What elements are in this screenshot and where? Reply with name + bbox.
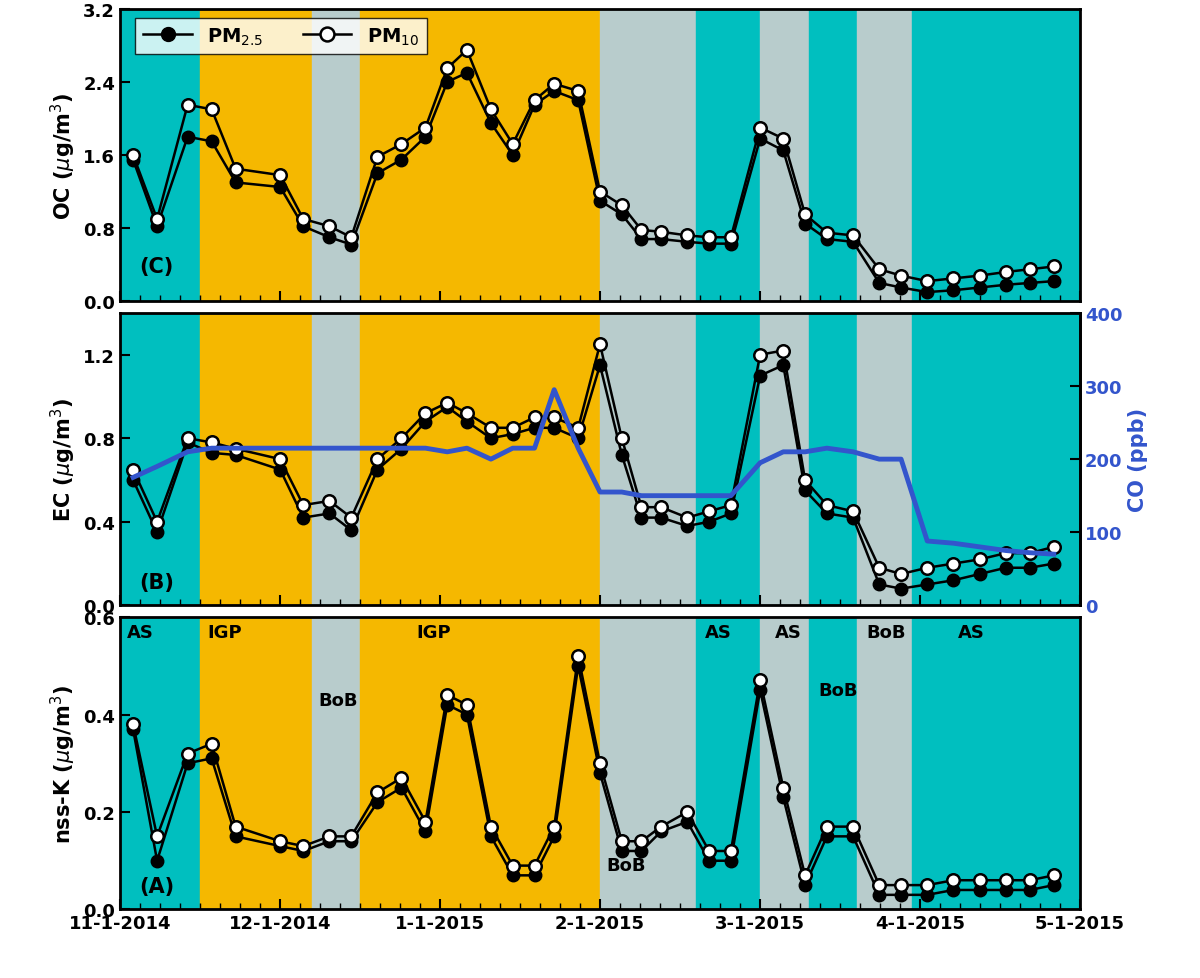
Text: AS: AS [958, 623, 985, 641]
Text: BoB: BoB [318, 691, 358, 709]
Text: IGP: IGP [208, 623, 242, 641]
Y-axis label: CO (ppb): CO (ppb) [1128, 408, 1148, 511]
Bar [912, 617, 1080, 910]
Text: BoB: BoB [866, 623, 906, 641]
Text: AS: AS [704, 623, 732, 641]
Bar [858, 617, 912, 910]
Bar [858, 10, 912, 302]
Bar [696, 617, 760, 910]
Y-axis label: EC ($\mu$g/m$^3$): EC ($\mu$g/m$^3$) [48, 398, 78, 521]
Y-axis label: OC ($\mu$g/m$^3$): OC ($\mu$g/m$^3$) [48, 92, 78, 219]
Bar [760, 617, 810, 910]
Bar [760, 10, 810, 302]
Bar [200, 617, 312, 910]
Text: BoB: BoB [818, 682, 858, 699]
Bar [810, 10, 858, 302]
Bar [312, 617, 360, 910]
Bar [600, 314, 696, 605]
Bar [120, 10, 200, 302]
Bar [858, 314, 912, 605]
Bar [696, 10, 760, 302]
Bar [600, 617, 696, 910]
Bar [312, 314, 360, 605]
Legend: PM$_{2.5}$, PM$_{10}$: PM$_{2.5}$, PM$_{10}$ [136, 19, 427, 56]
Text: (A): (A) [139, 876, 174, 896]
Bar [360, 10, 600, 302]
Bar [312, 10, 360, 302]
Bar [810, 314, 858, 605]
Text: AS: AS [126, 623, 154, 641]
Bar [696, 314, 760, 605]
Bar [360, 314, 600, 605]
Bar [600, 10, 696, 302]
Text: (B): (B) [139, 572, 174, 593]
Y-axis label: nss-K ($\mu$g/m$^3$): nss-K ($\mu$g/m$^3$) [48, 685, 78, 843]
Bar [120, 314, 200, 605]
Bar [200, 10, 312, 302]
Bar [810, 617, 858, 910]
Text: IGP: IGP [416, 623, 451, 641]
Bar [200, 314, 312, 605]
Bar [760, 314, 810, 605]
Text: (C): (C) [139, 256, 174, 277]
Bar [120, 617, 200, 910]
Bar [912, 10, 1080, 302]
Text: AS: AS [774, 623, 802, 641]
Bar [912, 314, 1080, 605]
Bar [360, 617, 600, 910]
Text: BoB: BoB [606, 857, 646, 874]
